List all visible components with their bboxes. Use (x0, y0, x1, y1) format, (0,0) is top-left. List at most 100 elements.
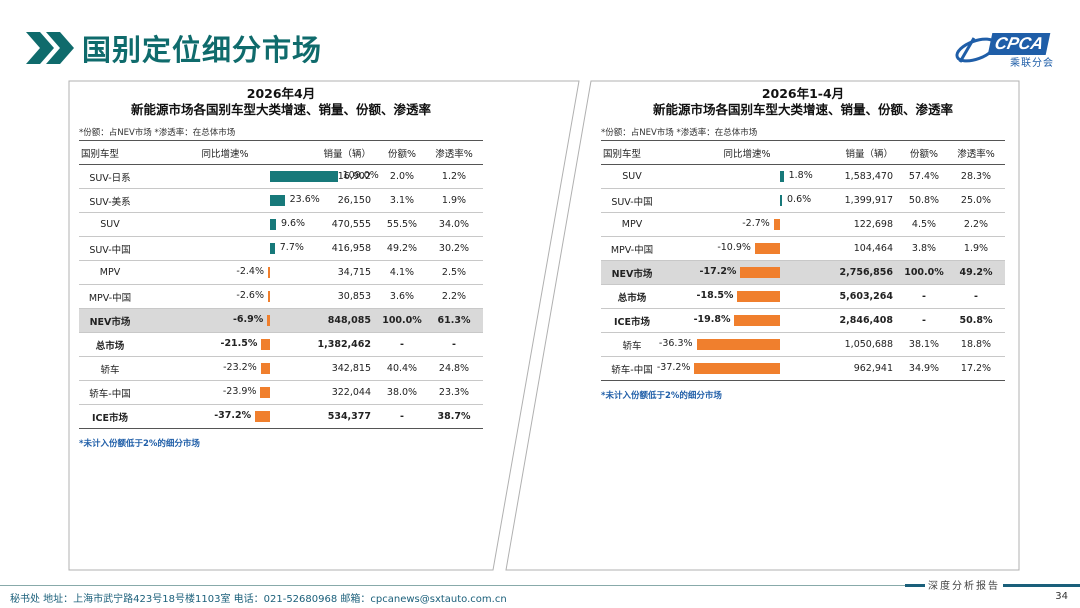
growth-bar (780, 171, 784, 182)
page-title: 国别定位细分市场 (82, 33, 323, 67)
sales-volume: 322,044 (309, 380, 379, 405)
table-row: SUV-中国 7.7% 416,958 49.2% 30.2% (79, 236, 483, 261)
growth-label: 0.6% (787, 194, 812, 205)
table-row: 轿车 -23.2% 342,815 40.4% 24.8% (79, 356, 483, 381)
growth-label: -19.8% (693, 314, 731, 325)
growth-bar (270, 195, 285, 206)
table-row: 轿车-中国 -37.2% 962,941 34.9% 17.2% (601, 356, 1005, 381)
growth-bar (696, 339, 780, 350)
table-row: SUV 1.8% 1,583,470 57.4% 28.3% (601, 164, 1005, 189)
header-volume: 销量（辆） (309, 140, 379, 165)
penetration-rate: 18.8% (947, 332, 1005, 357)
sales-volume: 1,050,688 (831, 332, 901, 357)
segment-name: 轿车-中国 (601, 356, 663, 381)
header-share: 份额% (379, 140, 425, 165)
nev-share: 3.6% (379, 284, 425, 309)
nev-share: 2.0% (379, 164, 425, 189)
panel-note: *份额：占NEV市场 *渗透率：在总体市场 (79, 128, 236, 138)
growth-bar (270, 243, 275, 254)
growth-label: -10.9% (717, 242, 751, 253)
growth-cell: -2.7% (663, 212, 831, 237)
table-row: SUV 9.6% 470,555 55.5% 34.0% (79, 212, 483, 237)
penetration-rate: - (947, 284, 1005, 309)
growth-label: 9.6% (280, 218, 306, 229)
growth-label: -6.9% (232, 314, 264, 325)
sales-volume: 534,377 (309, 404, 379, 429)
growth-bar (694, 363, 780, 374)
nev-share: 38.0% (379, 380, 425, 405)
penetration-rate: 38.7% (425, 404, 483, 429)
growth-cell: -36.3% (659, 332, 831, 357)
penetration-rate: 28.3% (947, 164, 1005, 189)
growth-cell: 23.6% (141, 188, 320, 213)
segment-name: SUV (601, 164, 663, 189)
segment-name: NEV市场 (601, 260, 663, 285)
table-header-row: 国别车型 同比增速% 销量（辆） 份额% 渗透率% (79, 140, 483, 165)
nev-share: 55.5% (379, 212, 425, 237)
table-row: SUV-美系 23.6% 26,150 3.1% 1.9% (79, 188, 483, 213)
growth-label: 1.8% (788, 170, 813, 181)
panel-title-line1: 2026年4月 (246, 86, 316, 101)
growth-label: 109.0% (342, 170, 379, 181)
segment-name: MPV-中国 (601, 236, 663, 261)
growth-cell: -10.9% (663, 236, 831, 261)
penetration-rate: 1.9% (425, 188, 483, 213)
nev-share: 34.9% (901, 356, 947, 381)
growth-bar (737, 291, 780, 302)
growth-label: 7.7% (279, 242, 304, 253)
logo-subtext: 乘联分会 (1010, 58, 1054, 69)
table-row: 总市场 -18.5% 5,603,264- - (601, 284, 1005, 309)
growth-label: -2.7% (742, 218, 770, 229)
growth-bar (780, 195, 782, 206)
penetration-rate: 34.0% (425, 212, 483, 237)
growth-cell: -23.9% (141, 380, 309, 405)
nev-share: 57.4% (901, 164, 947, 189)
sales-volume: 1,583,470 (831, 164, 901, 189)
growth-bar (754, 243, 780, 254)
panel-title-line1: 2026年1-4月 (761, 86, 845, 101)
sales-volume: 30,853 (309, 284, 379, 309)
growth-cell: -19.8% (663, 308, 831, 333)
panel-title-line2: 新能源市场各国别车型大类增速、销量、份额、渗透率 (652, 102, 953, 117)
sales-volume: 5,603,264 (831, 284, 901, 309)
data-table: 国别车型 同比增速% 销量（辆） 份额% 渗透率% SUV-日系 109.0% 16… (79, 140, 483, 429)
growth-bar (255, 411, 270, 422)
penetration-rate: 61.3% (425, 308, 483, 333)
growth-bar (740, 267, 780, 278)
segment-name: 轿车-中国 (79, 380, 141, 405)
segment-name: ICE市场 (601, 308, 663, 333)
growth-label: -2.4% (236, 266, 264, 277)
table-footnote: *未计入份额低于2%的细分市场 (79, 439, 200, 449)
sales-volume: 122,698 (831, 212, 901, 237)
nev-share: 3.1% (379, 188, 425, 213)
growth-bar (734, 315, 780, 326)
panel-note: *份额：占NEV市场 *渗透率：在总体市场 (601, 128, 758, 138)
segment-name: MPV (601, 212, 663, 237)
penetration-rate: - (425, 332, 483, 357)
cpca-logo: CPCA 乘联分会 (954, 30, 1058, 69)
segment-name: 总市场 (601, 284, 663, 309)
growth-cell: -23.2% (141, 356, 309, 381)
sales-volume: 1,399,917 (831, 188, 901, 213)
segment-name: 轿车 (79, 356, 141, 381)
growth-label: -37.2% (656, 362, 691, 373)
growth-cell: -6.9% (141, 308, 309, 333)
penetration-rate: 50.8% (947, 308, 1005, 333)
nev-share: 49.2% (379, 236, 425, 261)
penetration-rate: 25.0% (947, 188, 1005, 213)
growth-cell: 7.7% (141, 236, 309, 261)
growth-label: -36.3% (658, 338, 693, 349)
penetration-rate: 2.5% (425, 260, 483, 285)
growth-label: -37.2% (214, 410, 252, 421)
growth-cell: -2.4% (141, 260, 309, 285)
growth-bar (773, 219, 780, 230)
table-row: MPV -2.7% 122,698 4.5% 2.2% (601, 212, 1005, 237)
header-penetration: 渗透率% (947, 140, 1005, 165)
nev-share: 3.8% (901, 236, 947, 261)
nev-share: 38.1% (901, 332, 947, 357)
growth-bar (268, 267, 270, 278)
table-row: SUV-日系 109.0% 16,902 2.0% 1.2% (79, 164, 483, 189)
header-volume: 销量（辆） (831, 140, 901, 165)
nev-share: - (901, 308, 947, 333)
penetration-rate: 23.3% (425, 380, 483, 405)
